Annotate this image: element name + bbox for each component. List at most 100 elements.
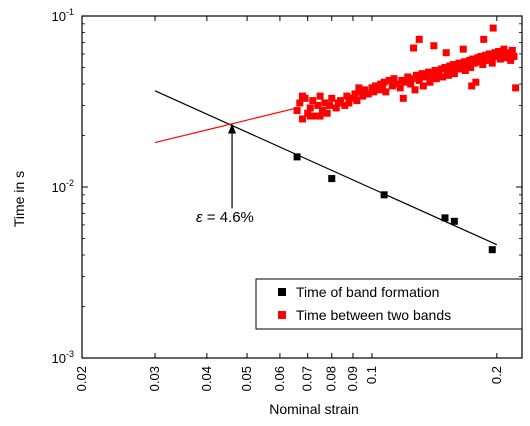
y-tick-label-exponent: -1 <box>66 7 74 17</box>
point-between-bands <box>469 55 477 63</box>
point-between-bands <box>323 109 331 117</box>
point-between-bands <box>441 63 449 71</box>
point-band-formation <box>450 217 458 225</box>
point-between-bands <box>485 50 493 58</box>
point-between-bands <box>349 94 357 102</box>
point-between-bands <box>412 71 420 79</box>
point-between-bands <box>458 62 466 70</box>
annotation-epsilon: ε <box>196 209 203 226</box>
point-between-bands <box>472 78 480 86</box>
legend-label-between-bands: Time between two bands <box>296 307 451 323</box>
point-between-bands <box>432 75 440 83</box>
point-between-bands <box>314 101 322 109</box>
point-between-bands <box>508 46 516 54</box>
point-between-bands <box>425 68 433 76</box>
strain-annotation: ε = 4.6% <box>196 123 254 226</box>
point-between-bands <box>422 73 430 81</box>
point-between-bands <box>311 112 319 120</box>
annotation-arrow-head <box>228 123 237 134</box>
point-between-bands <box>479 61 487 69</box>
point-between-bands <box>411 86 419 94</box>
point-between-bands <box>361 86 369 94</box>
x-tick-label: 0.04 <box>199 366 214 391</box>
point-between-bands <box>407 80 415 88</box>
point-between-bands <box>471 59 479 67</box>
point-between-bands <box>415 35 423 43</box>
point-band-formation <box>488 246 496 254</box>
legend-marker-band-formation <box>278 288 286 296</box>
point-between-bands <box>370 88 378 96</box>
point-between-bands <box>489 24 497 32</box>
point-between-bands <box>482 51 490 59</box>
point-between-bands <box>396 84 404 92</box>
legend-marker-between-bands <box>278 311 286 319</box>
legend-label-band-formation: Time of band formation <box>296 284 439 300</box>
point-between-bands <box>355 84 363 92</box>
fit-line <box>154 107 298 144</box>
point-between-bands <box>439 73 447 81</box>
point-between-bands <box>351 90 359 98</box>
point-between-bands <box>461 67 469 75</box>
point-between-bands <box>495 48 503 56</box>
x-tick-label: 0.06 <box>272 366 287 391</box>
point-between-bands <box>507 56 515 64</box>
point-between-bands <box>404 73 412 81</box>
point-between-bands <box>341 101 349 109</box>
point-between-bands <box>445 71 453 79</box>
point-between-bands <box>368 84 376 92</box>
x-tick-label: 0.1 <box>364 366 379 384</box>
point-between-bands <box>500 45 508 53</box>
x-tick-label: 0.2 <box>489 366 504 384</box>
point-between-bands <box>393 80 401 88</box>
point-between-bands <box>429 71 437 79</box>
point-between-bands <box>316 92 324 100</box>
point-between-bands <box>385 76 393 84</box>
y-tick-label-base: 10 <box>52 351 66 366</box>
point-between-bands <box>357 88 365 96</box>
point-between-bands <box>380 78 388 86</box>
point-between-bands <box>415 76 423 84</box>
point-between-bands <box>296 99 304 107</box>
point-between-bands <box>467 63 475 71</box>
y-tick-label-base: 10 <box>52 9 66 24</box>
point-between-bands <box>316 112 324 120</box>
point-between-bands <box>480 35 488 43</box>
point-between-bands <box>431 67 439 75</box>
point-between-bands <box>321 99 329 107</box>
y-tick-label: 10-3 <box>52 349 74 366</box>
point-between-bands <box>337 97 345 105</box>
annotation-value: = 4.6% <box>203 209 254 226</box>
point-between-bands <box>493 52 501 60</box>
point-between-bands <box>364 90 372 98</box>
y-tick-label-exponent: -2 <box>66 178 74 188</box>
legend-box <box>255 278 523 330</box>
point-between-bands <box>430 42 438 50</box>
point-band-formation <box>380 191 388 199</box>
x-tick-label: 0.02 <box>74 366 89 391</box>
point-band-formation <box>293 153 301 161</box>
x-tick-label: 0.09 <box>345 366 360 391</box>
point-between-bands <box>401 78 409 86</box>
point-between-bands <box>345 99 353 107</box>
point-between-bands <box>491 49 499 57</box>
point-between-bands <box>298 115 306 123</box>
point-between-bands <box>442 49 450 57</box>
point-between-bands <box>488 59 496 67</box>
point-band-formation <box>441 214 449 222</box>
point-between-bands <box>332 104 340 112</box>
point-between-bands <box>419 82 427 90</box>
point-between-bands <box>309 97 317 105</box>
point-between-bands <box>437 65 445 73</box>
x-tick-label: 0.08 <box>324 366 339 391</box>
point-between-bands <box>418 70 426 78</box>
point-between-bands <box>359 92 367 100</box>
series-time-between-two-bands <box>293 24 520 123</box>
point-between-bands <box>512 84 520 92</box>
point-between-bands <box>372 82 380 90</box>
point-between-bands <box>293 107 301 115</box>
point-between-bands <box>498 50 506 58</box>
point-between-bands <box>306 104 314 112</box>
point-band-formation <box>328 175 336 183</box>
point-between-bands <box>450 70 458 78</box>
